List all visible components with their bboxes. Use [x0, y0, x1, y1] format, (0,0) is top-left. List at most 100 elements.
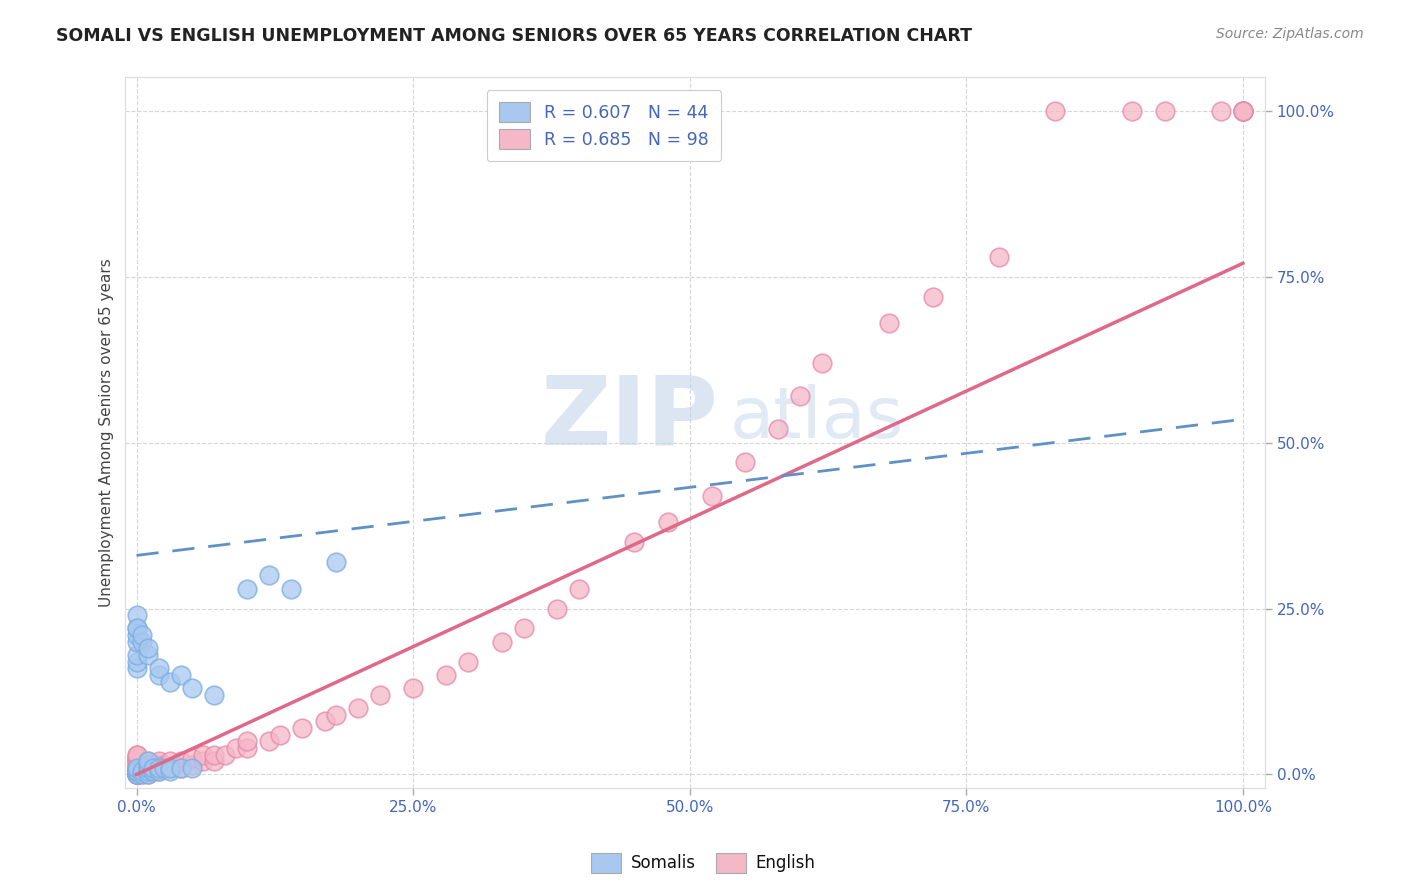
Point — [346, 701, 368, 715]
Text: Source: ZipAtlas.com: Source: ZipAtlas.com — [1216, 27, 1364, 41]
Point — [1232, 103, 1254, 118]
Point — [131, 767, 153, 781]
Point — [125, 754, 148, 768]
Point — [180, 761, 202, 775]
Point — [125, 628, 148, 642]
Point — [191, 747, 214, 762]
Point — [1154, 103, 1177, 118]
Point — [136, 767, 159, 781]
Point — [202, 688, 225, 702]
Point — [136, 764, 159, 779]
Point — [125, 767, 148, 781]
Point — [125, 761, 148, 775]
Point — [159, 754, 181, 768]
Point — [125, 767, 148, 781]
Point — [259, 734, 281, 748]
Point — [1232, 103, 1254, 118]
Point — [170, 761, 193, 775]
Point — [789, 389, 811, 403]
Point — [125, 767, 148, 781]
Point — [153, 761, 176, 775]
Point — [125, 767, 148, 781]
Point — [125, 757, 148, 772]
Point — [142, 761, 165, 775]
Point — [125, 622, 148, 636]
Point — [202, 754, 225, 768]
Point — [142, 764, 165, 779]
Point — [165, 757, 187, 772]
Point — [269, 728, 291, 742]
Point — [1232, 103, 1254, 118]
Point — [125, 764, 148, 779]
Point — [159, 761, 181, 775]
Point — [153, 757, 176, 772]
Point — [170, 761, 193, 775]
Point — [623, 535, 645, 549]
Point — [142, 764, 165, 779]
Point — [131, 761, 153, 775]
Point — [136, 757, 159, 772]
Point — [136, 764, 159, 779]
Text: SOMALI VS ENGLISH UNEMPLOYMENT AMONG SENIORS OVER 65 YEARS CORRELATION CHART: SOMALI VS ENGLISH UNEMPLOYMENT AMONG SEN… — [56, 27, 972, 45]
Point — [136, 761, 159, 775]
Point — [142, 761, 165, 775]
Point — [191, 754, 214, 768]
Point — [125, 634, 148, 648]
Point — [314, 714, 336, 729]
Point — [136, 761, 159, 775]
Point — [877, 316, 900, 330]
Point — [988, 250, 1011, 264]
Point — [180, 751, 202, 765]
Point — [766, 422, 789, 436]
Point — [402, 681, 425, 695]
Point — [148, 761, 170, 775]
Point — [125, 767, 148, 781]
Point — [125, 767, 148, 781]
Point — [153, 761, 176, 775]
Point — [225, 740, 247, 755]
Point — [125, 767, 148, 781]
Point — [811, 356, 834, 370]
Point — [125, 764, 148, 779]
Point — [1121, 103, 1143, 118]
Point — [136, 641, 159, 656]
Point — [434, 668, 457, 682]
Point — [236, 582, 259, 596]
Point — [125, 767, 148, 781]
Point — [236, 734, 259, 748]
Point — [148, 764, 170, 779]
Point — [170, 754, 193, 768]
Point — [457, 655, 479, 669]
Point — [513, 622, 536, 636]
Legend: Somalis, English: Somalis, English — [583, 847, 823, 880]
Point — [131, 764, 153, 779]
Point — [136, 764, 159, 779]
Point — [148, 757, 170, 772]
Point — [125, 757, 148, 772]
Point — [159, 764, 181, 779]
Point — [125, 767, 148, 781]
Point — [125, 761, 148, 775]
Point — [131, 628, 153, 642]
Point — [170, 668, 193, 682]
Point — [202, 747, 225, 762]
Point — [159, 674, 181, 689]
Point — [131, 764, 153, 779]
Point — [125, 761, 148, 775]
Point — [136, 761, 159, 775]
Point — [125, 661, 148, 675]
Point — [259, 568, 281, 582]
Point — [180, 757, 202, 772]
Point — [125, 767, 148, 781]
Point — [136, 648, 159, 662]
Point — [148, 754, 170, 768]
Point — [136, 767, 159, 781]
Point — [125, 751, 148, 765]
Point — [125, 767, 148, 781]
Point — [148, 661, 170, 675]
Y-axis label: Unemployment Among Seniors over 65 years: Unemployment Among Seniors over 65 years — [100, 258, 114, 607]
Text: atlas: atlas — [730, 384, 904, 453]
Point — [180, 681, 202, 695]
Point — [125, 622, 148, 636]
Point — [125, 767, 148, 781]
